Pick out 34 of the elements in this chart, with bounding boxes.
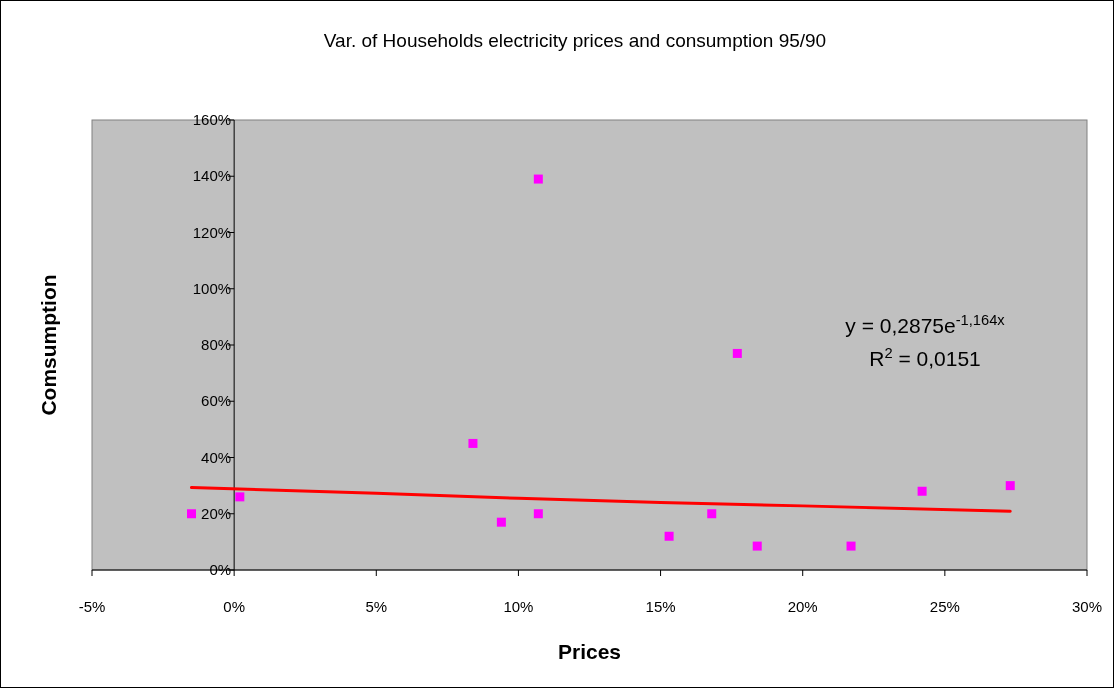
point [235,492,245,502]
point [664,531,674,541]
x-tick-label: 15% [645,598,676,615]
point [468,438,478,448]
y-tick-label: 60% [201,392,232,410]
annotation: y = 0,2875e$^{-1,164x}$ [845,312,1006,337]
y-tick-label: 160% [192,111,232,128]
y-axis-title: Comsumption [37,274,60,416]
chart-title: Var. of Households electricity prices and consumption 95/90 [323,30,827,51]
y-tick-label: 20% [201,504,232,522]
y-tick-label: 120% [192,223,232,241]
point [187,509,196,519]
x-tick-label: -5% [78,598,106,615]
x-tick-label: 30% [1071,598,1103,615]
point [496,517,506,527]
x-tick-label: 20% [787,598,818,615]
point [846,541,856,551]
x-axis-title: Prices [557,640,622,663]
point [533,509,543,519]
annotation: R$^{2}$ = 0,0151 [869,345,981,370]
y-tick-label: 100% [192,279,232,297]
x-tick-label: 25% [929,598,960,615]
point [707,509,717,519]
y-tick-label: 140% [192,167,232,185]
x-tick-label: 5% [365,598,388,615]
point [533,174,543,184]
x-tick-label: 0% [223,598,245,615]
x-tick-label: 10% [503,598,534,615]
point [917,486,927,496]
point [1005,481,1015,491]
y-tick-label: 40% [201,448,232,466]
point [732,348,742,358]
point [752,541,762,551]
y-tick-label: 80% [201,336,232,353]
